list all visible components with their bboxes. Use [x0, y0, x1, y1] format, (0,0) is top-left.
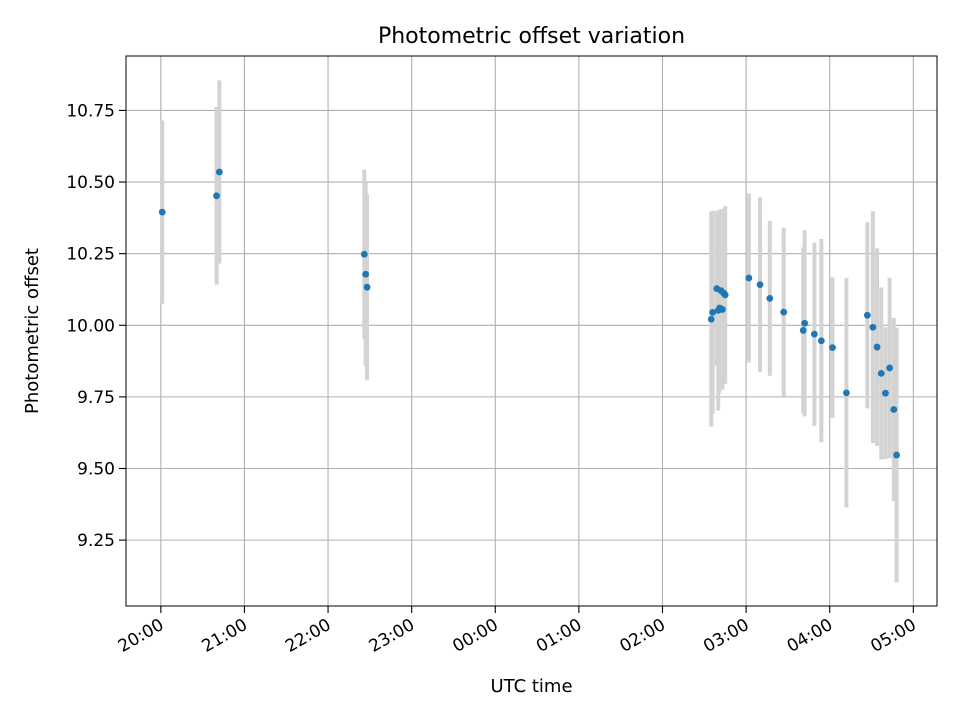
data-point: [829, 344, 836, 352]
data-point: [817, 337, 825, 345]
data-point: [882, 389, 889, 397]
grid-lines: [126, 56, 937, 606]
data-point: [158, 208, 166, 216]
data-point: [869, 323, 877, 331]
data-point: [363, 283, 371, 291]
data-point: [863, 311, 871, 319]
data-point: [745, 274, 753, 282]
data-point: [756, 281, 764, 288]
data-point: [799, 327, 807, 334]
data-point: [843, 389, 850, 397]
y-tick-label: 10.75: [66, 101, 115, 121]
y-tick-label: 10.25: [66, 245, 115, 265]
y-tick-label: 9.50: [77, 460, 115, 480]
data-point: [810, 330, 818, 338]
data-point: [766, 294, 774, 302]
y-tick-label: 9.75: [77, 388, 115, 408]
data-point: [873, 343, 881, 351]
plot-frame: [125, 55, 938, 607]
data-point: [890, 406, 898, 413]
data-point: [362, 270, 370, 278]
x-axis-label: UTC time: [490, 676, 572, 697]
data-point: [801, 319, 809, 327]
data-point: [213, 192, 220, 200]
data-point: [886, 364, 894, 372]
y-axis-label: Photometric offset: [22, 248, 43, 414]
data-point: [215, 168, 223, 176]
data-point: [721, 291, 729, 299]
y-axis-ticks: 9.25 9.50 9.75 10.00 10.25 10.50 10.75: [66, 101, 126, 551]
data-point: [893, 451, 900, 459]
chart-title: Photometric offset variation: [378, 24, 685, 49]
y-tick-label: 10.50: [66, 173, 115, 193]
data-point: [877, 369, 885, 377]
y-tick-label: 10.00: [66, 316, 115, 336]
data-point: [707, 315, 715, 323]
data-point: [719, 306, 726, 313]
data-point: [360, 250, 368, 258]
data-points: [158, 168, 900, 459]
y-tick-label: 9.25: [77, 531, 115, 551]
data-point: [709, 308, 717, 316]
data-point: [780, 308, 788, 316]
